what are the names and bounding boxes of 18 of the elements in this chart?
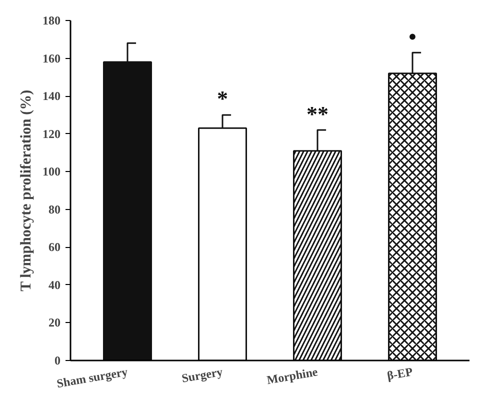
y-tick-label: 100 [42,164,60,179]
annotation: • [408,24,416,49]
y-tick-label: 140 [42,89,60,104]
y-tick-label: 60 [48,240,60,254]
annotation: ** [306,101,328,126]
y-tick-label: 180 [42,14,60,28]
y-tick-label: 20 [48,316,60,330]
annotation: * [217,86,228,112]
y-tick-label: 160 [42,51,60,66]
x-tick-label: β-EP [386,364,414,383]
y-tick-label: 0 [54,354,60,368]
x-tick-label: Surgery [180,364,224,386]
y-tick-label: 40 [48,278,60,292]
x-tick-label: Morphine [266,364,320,388]
y-axis-title: T lymphocyte proliferation (%) [18,90,34,292]
y-tick-label: 80 [48,202,60,216]
y-tick-label: 120 [42,126,60,141]
x-tick-label: Sham surgery [56,364,129,391]
